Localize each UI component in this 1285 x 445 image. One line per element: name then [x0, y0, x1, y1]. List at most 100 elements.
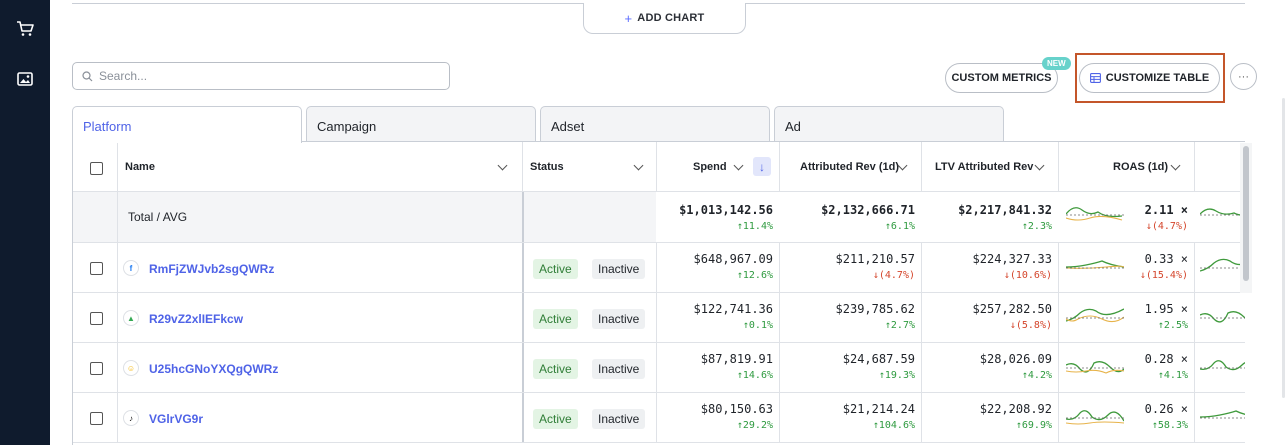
ltv-rev-change: ↑69.9%	[1015, 420, 1052, 431]
total-label: Total / AVG	[128, 210, 188, 224]
column-header-status[interactable]: Status	[530, 161, 564, 173]
chevron-down-icon[interactable]	[1170, 160, 1181, 171]
roas-change: ↑4.1%	[1157, 370, 1188, 381]
name-cell: ☺ U25hcGNoYXQgQWRz	[117, 343, 522, 392]
total-ltv-rev: $2,217,841.32	[958, 203, 1052, 217]
status-inactive-button[interactable]: Inactive	[592, 309, 646, 329]
add-chart-button[interactable]: + ADD CHART	[583, 3, 746, 34]
column-header-spend[interactable]: Spend	[693, 161, 727, 173]
status-inactive-button[interactable]: Inactive	[592, 359, 646, 379]
sparkline-next-column	[1200, 311, 1245, 323]
platform-name-link[interactable]: RmFjZWJvb2sgQWRz	[149, 262, 275, 276]
spend-change: ↑29.2%	[736, 420, 773, 431]
main-content: + ADD CHART CUSTOM METRICS NEW CUSTOMIZE…	[50, 0, 1285, 445]
chevron-down-icon[interactable]	[733, 160, 744, 171]
facebook-logo-icon: f	[123, 260, 139, 276]
sparkline-next-column	[1200, 360, 1245, 371]
tab-label: Platform	[83, 119, 132, 134]
select-all-checkbox[interactable]	[90, 162, 103, 175]
search-box[interactable]	[72, 62, 450, 90]
sparkline-next-column	[1200, 410, 1245, 419]
table-icon	[1089, 73, 1101, 83]
spend-change: ↑0.1%	[742, 320, 773, 331]
column-header-roas[interactable]: ROAS (1d)	[1113, 161, 1168, 173]
roas-change: ↓(15.4%)	[1139, 270, 1188, 281]
image-icon[interactable]	[14, 68, 36, 90]
roas-value: 0.26 ×	[1144, 402, 1188, 416]
tab-campaign[interactable]: Campaign	[306, 106, 536, 142]
roas-change: ↑2.5%	[1157, 320, 1188, 331]
ltv-rev-change: ↓(10.6%)	[1003, 270, 1052, 281]
spend-value: $80,150.63	[700, 402, 773, 416]
page-scrollbar[interactable]	[1282, 98, 1285, 398]
attributed-rev-change: ↑19.3%	[878, 370, 915, 381]
row-checkbox[interactable]	[90, 262, 103, 275]
column-header-name[interactable]: Name	[125, 161, 155, 173]
tiktok-logo-icon: ♪	[123, 410, 139, 426]
status-active-button[interactable]: Active	[533, 409, 578, 429]
chevron-down-icon[interactable]	[897, 160, 908, 171]
tab-label: Campaign	[317, 119, 377, 134]
more-options-button[interactable]: ···	[1230, 63, 1257, 90]
custom-metrics-button[interactable]: CUSTOM METRICS	[945, 63, 1058, 93]
cart-icon[interactable]	[14, 18, 36, 40]
data-table: Name Status Spend ↓ Attributed Rev (1d) …	[72, 141, 1245, 445]
total-attributed-rev: $2,132,666.71	[821, 203, 915, 217]
ltv-rev-change: ↓(5.8%)	[1009, 320, 1052, 331]
platform-name-link[interactable]: U25hcGNoYXQgQWRz	[149, 362, 279, 376]
total-spend-change: ↑11.4%	[736, 221, 773, 232]
ltv-rev-value: $224,327.33	[972, 252, 1052, 266]
sort-descending-icon[interactable]: ↓	[753, 157, 771, 176]
roas-value: 0.28 ×	[1144, 352, 1188, 366]
platform-name-link[interactable]: VGlrVG9r	[149, 412, 204, 426]
chevron-down-icon[interactable]	[1034, 160, 1045, 171]
tab-adset[interactable]: Adset	[540, 106, 770, 142]
name-cell: ♪ VGlrVG9r	[117, 393, 522, 442]
row-checkbox[interactable]	[90, 362, 103, 375]
sparkline-roas	[1066, 410, 1124, 425]
column-header-attributed-rev[interactable]: Attributed Rev (1d)	[800, 161, 899, 173]
column-header-ltv-attributed-rev[interactable]: LTV Attributed Rev	[935, 161, 1034, 173]
roas-value: 0.33 ×	[1144, 252, 1188, 266]
search-input[interactable]	[99, 69, 429, 83]
google-ads-logo-icon: ▲	[123, 310, 139, 326]
chevron-down-icon[interactable]	[633, 160, 644, 171]
search-icon	[82, 70, 93, 81]
tab-ad[interactable]: Ad	[774, 106, 1004, 142]
table-row[interactable]: f RmFjZWJvb2sgQWRz Active Inactive $648,…	[73, 243, 1245, 293]
total-attributed-rev-change: ↑6.1%	[884, 221, 915, 232]
status-inactive-button[interactable]: Inactive	[592, 409, 646, 429]
more-icon: ···	[1238, 70, 1249, 83]
table-row[interactable]: ♪ VGlrVG9r Active Inactive $80,150.63 ↑2…	[73, 393, 1245, 443]
table-scrollbar-thumb[interactable]	[1243, 146, 1249, 281]
custom-metrics-label: CUSTOM METRICS	[951, 72, 1052, 84]
customize-table-label: CUSTOMIZE TABLE	[1105, 72, 1210, 84]
status-active-button[interactable]: Active	[533, 359, 578, 379]
attributed-rev-value: $239,785.62	[835, 302, 915, 316]
row-checkbox[interactable]	[90, 412, 103, 425]
row-checkbox[interactable]	[90, 312, 103, 325]
plus-icon: +	[624, 10, 633, 26]
ltv-rev-change: ↑4.2%	[1021, 370, 1052, 381]
chevron-down-icon[interactable]	[497, 160, 508, 171]
sparkline-next-column	[1200, 258, 1245, 272]
table-row[interactable]: ▲ R29vZ2xlIEFkcw Active Inactive $122,74…	[73, 293, 1245, 343]
platform-name-link[interactable]: R29vZ2xlIEFkcw	[149, 312, 244, 326]
name-cell: ▲ R29vZ2xlIEFkcw	[117, 293, 522, 342]
customize-table-button[interactable]: CUSTOMIZE TABLE	[1079, 63, 1220, 93]
sidebar	[0, 0, 50, 445]
total-ltv-rev-change: ↑2.3%	[1021, 221, 1052, 232]
roas-value: 1.95 ×	[1144, 302, 1188, 316]
ltv-rev-value: $257,282.50	[972, 302, 1052, 316]
customize-table-highlight	[1075, 53, 1225, 103]
attributed-rev-change: ↑2.7%	[884, 320, 915, 331]
status-active-button[interactable]: Active	[533, 309, 578, 329]
spend-change: ↑12.6%	[736, 270, 773, 281]
status-active-button[interactable]: Active	[533, 259, 578, 279]
sparkline-total-next	[1200, 208, 1245, 216]
tab-platform[interactable]: Platform	[72, 106, 302, 143]
add-chart-label: ADD CHART	[637, 12, 705, 24]
table-row[interactable]: ☺ U25hcGNoYXQgQWRz Active Inactive $87,8…	[73, 343, 1245, 393]
status-inactive-button[interactable]: Inactive	[592, 259, 646, 279]
tab-label: Ad	[785, 119, 801, 134]
